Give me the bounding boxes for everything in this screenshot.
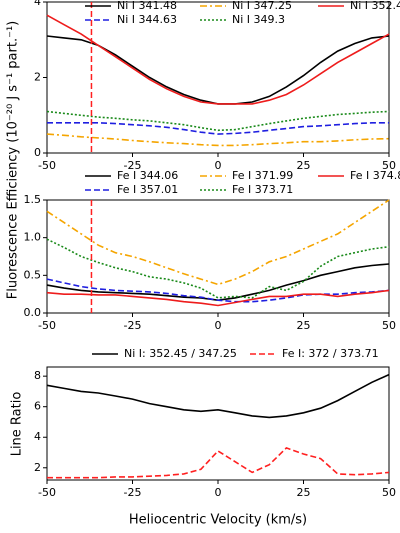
legend-label: Fe I 373.71 [232, 183, 293, 196]
series-line [46, 133, 390, 147]
x-tick-label: 0 [215, 159, 222, 172]
series-line [46, 289, 390, 307]
y-tick-label: 8 [34, 369, 41, 382]
x-tick-label: 25 [297, 159, 311, 172]
y-axis-label: Line Ratio [10, 392, 25, 457]
series-line [46, 238, 390, 299]
y-tick-label: 0 [34, 146, 41, 159]
series-line [46, 373, 390, 419]
y-tick-label: 2 [34, 71, 41, 84]
legend-label: Fe I 371.99 [232, 169, 293, 182]
series-line [46, 278, 390, 303]
x-tick-label: 25 [297, 319, 311, 332]
y-tick-label: 4 [34, 0, 41, 8]
series-line [47, 446, 390, 479]
y-tick-label: 0.0 [24, 306, 42, 319]
y-tick-label: 1.5 [24, 193, 42, 206]
legend-label: Ni I 352.45 [350, 0, 400, 12]
legend-label: Fe I 357.01 [117, 183, 178, 196]
x-tick-label: -25 [124, 159, 142, 172]
y-tick-label: 2 [34, 461, 41, 474]
legend-label: Fe I 374.83 [350, 169, 400, 182]
x-tick-label: -25 [124, 486, 142, 499]
legend-label: Fe I: 372 / 373.71 [282, 347, 379, 360]
x-tick-label: 25 [297, 486, 311, 499]
x-tick-label: 0 [215, 319, 222, 332]
y-tick-label: 4 [34, 430, 41, 443]
x-tick-label: -25 [124, 319, 142, 332]
series-line [46, 199, 390, 286]
legend-label: Fe I 344.06 [117, 169, 178, 182]
y-tick-label: 1.0 [24, 231, 42, 244]
legend-label: Ni I: 352.45 / 347.25 [124, 347, 237, 360]
y-tick-label: 6 [34, 400, 41, 413]
x-axis-label: Heliocentric Velocity (km/s) [129, 513, 307, 528]
x-tick-label: -50 [38, 319, 56, 332]
legend-label: Ni I 341.48 [117, 0, 177, 12]
series-line [46, 14, 390, 105]
x-tick-label: 50 [382, 486, 396, 499]
series-line [46, 110, 390, 132]
x-tick-label: 0 [215, 486, 222, 499]
legend-label: Ni I 344.63 [117, 13, 177, 26]
x-tick-label: -50 [38, 159, 56, 172]
series-line [47, 122, 389, 135]
legend-label: Ni I 349.3 [232, 13, 285, 26]
y-tick-label: 0.5 [24, 268, 42, 281]
x-tick-label: 50 [382, 159, 396, 172]
x-tick-label: 50 [382, 319, 396, 332]
x-tick-label: -50 [38, 486, 56, 499]
plot-frame [46, 366, 390, 481]
legend-label: Ni I 347.25 [232, 0, 292, 12]
y-axis-label: Fluorescence Efficiency (10⁻²⁰ J s⁻¹ par… [6, 21, 21, 299]
